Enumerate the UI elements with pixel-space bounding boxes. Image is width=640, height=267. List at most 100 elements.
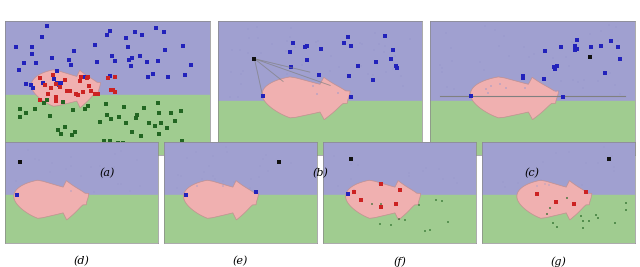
Point [403,170,413,175]
Point [130,30,140,34]
Point [494,44,504,48]
Point [434,167,444,171]
Point [45,114,55,118]
Point [163,75,173,80]
Point [286,26,296,30]
Point [386,57,396,62]
Point [501,86,511,90]
Point [367,202,377,207]
Point [60,125,70,129]
Point [79,107,90,111]
Point [159,30,169,34]
Point [71,92,81,96]
Bar [430,101,635,155]
Point [392,66,402,70]
Point [90,92,100,96]
Point [610,221,620,225]
Point [570,44,580,48]
Point [176,174,186,179]
Point [66,189,76,193]
Point [355,41,365,46]
Point [110,89,120,94]
Point [479,68,489,73]
Point [68,108,79,112]
Bar [5,21,210,95]
Point [369,31,380,36]
Point [97,176,107,180]
Point [519,45,529,50]
Point [552,64,563,69]
Point [612,45,623,49]
Point [545,206,555,210]
Point [75,79,85,83]
Point [339,41,349,45]
Point [282,72,292,76]
Point [221,144,231,149]
Point [609,169,620,174]
Point [572,46,582,51]
Point [86,89,97,94]
Point [233,95,243,100]
Point [308,84,318,88]
Point [614,92,625,96]
Point [42,98,52,103]
Point [442,85,452,89]
Point [15,107,25,111]
Point [593,216,603,220]
Point [105,74,115,78]
Point [62,89,72,93]
Point [581,190,591,194]
Point [255,163,265,168]
Point [607,154,618,158]
Point [113,182,124,186]
Bar [5,195,157,243]
Point [207,174,218,178]
Point [346,162,356,166]
Point [369,48,379,52]
Point [245,186,255,191]
Point [604,157,614,161]
Point [227,48,237,52]
Point [132,113,143,117]
Point [84,84,95,88]
Point [547,56,557,60]
Point [388,48,398,52]
Point [136,134,147,138]
Point [108,165,118,170]
Point [79,74,90,79]
Point [356,64,367,68]
Point [380,44,390,49]
Polygon shape [184,180,259,220]
Point [61,167,71,171]
Point [302,58,312,62]
Point [95,120,106,124]
Point [369,73,379,77]
Point [116,182,126,186]
Point [148,72,159,76]
Point [143,121,154,125]
Bar [164,195,317,243]
Point [82,76,92,81]
Point [301,44,312,48]
Polygon shape [470,77,559,120]
Bar [323,142,476,195]
Point [14,68,24,72]
Point [343,35,353,39]
Point [102,33,113,37]
Point [621,201,632,206]
Point [314,73,324,77]
Point [26,83,36,87]
Point [499,34,509,38]
Point [504,54,514,58]
Point [549,65,559,69]
Point [353,163,364,167]
Point [38,81,49,85]
Point [326,54,337,58]
Point [285,34,295,39]
Point [579,78,589,82]
Point [15,161,25,166]
Point [179,72,189,77]
Point [30,107,40,111]
Point [371,60,381,65]
Point [12,193,22,197]
